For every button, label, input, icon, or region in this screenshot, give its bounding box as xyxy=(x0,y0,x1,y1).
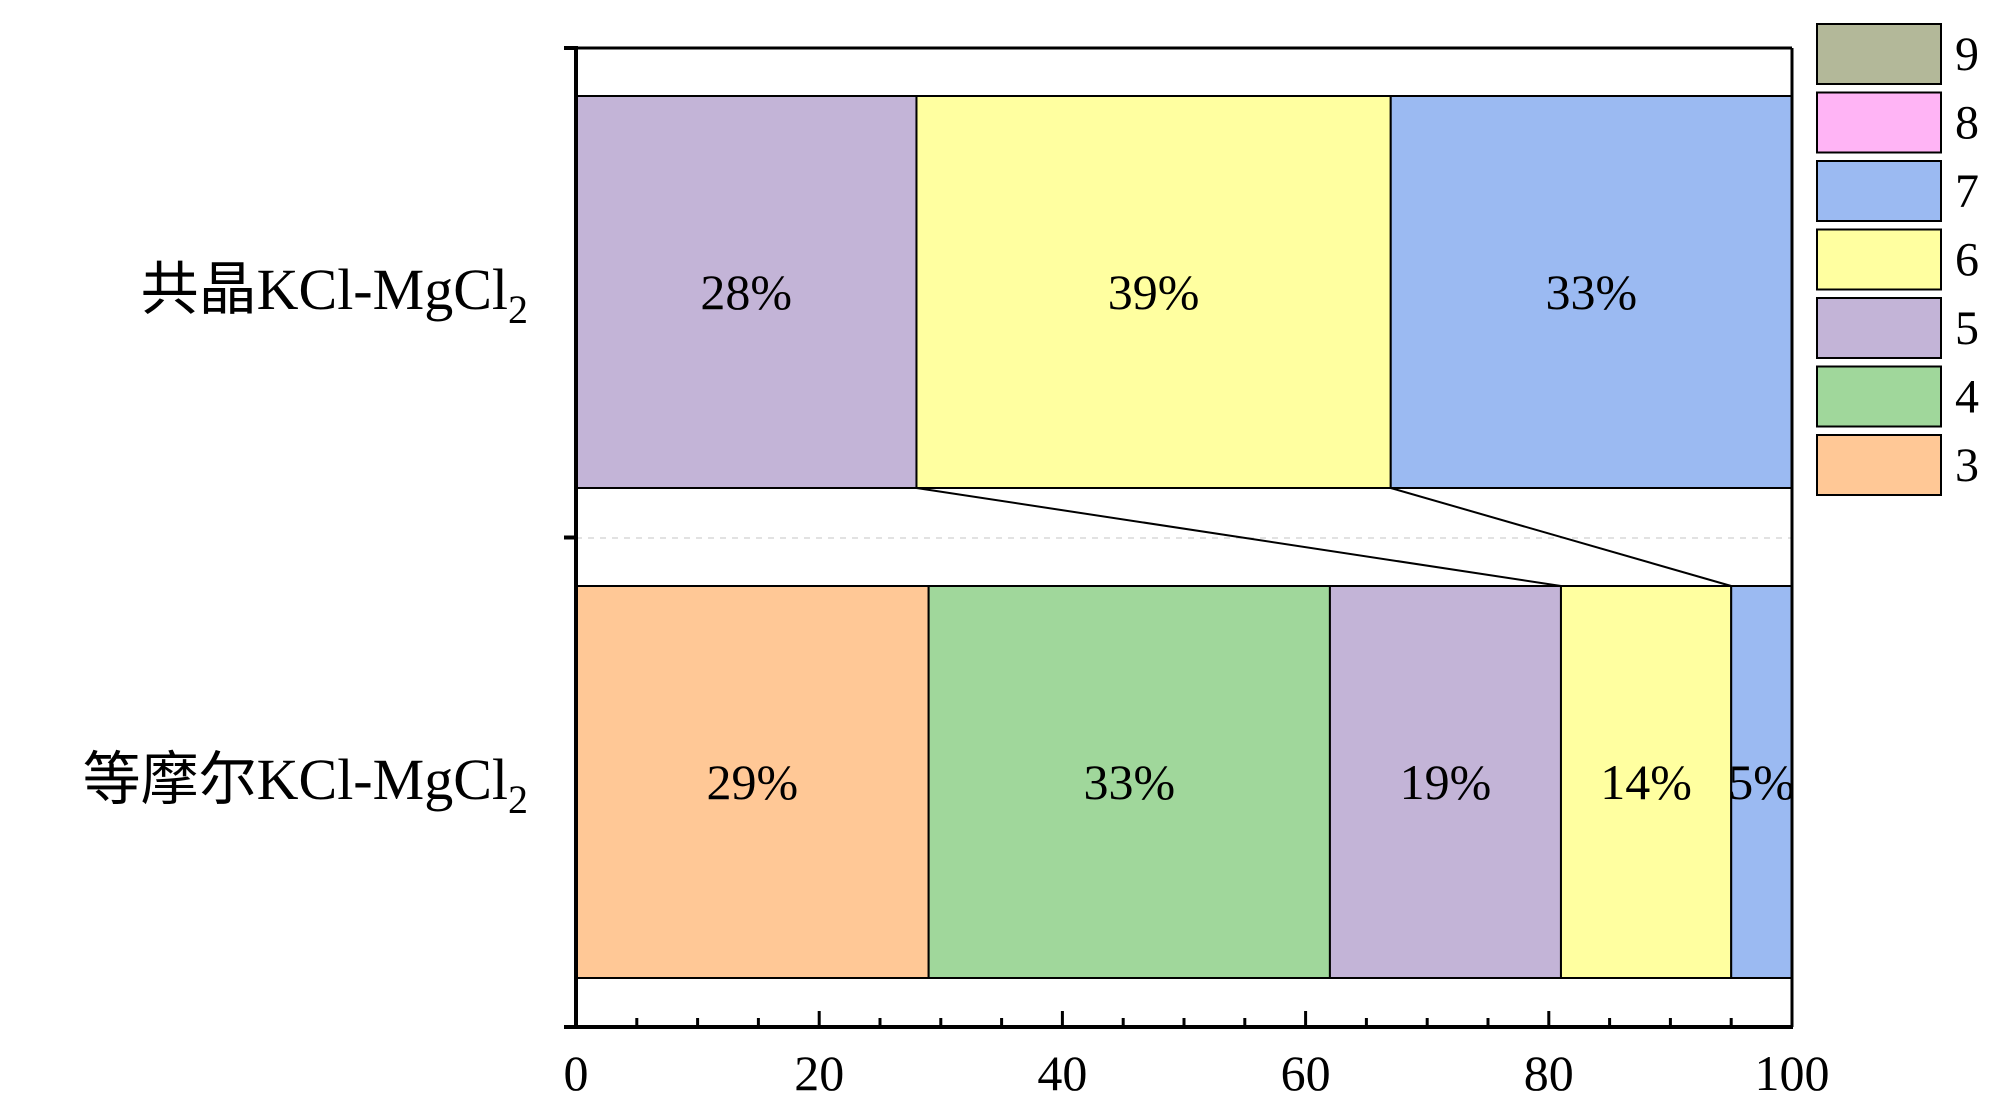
connector-lines xyxy=(916,487,1732,587)
x-tick-label: 100 xyxy=(1755,1045,1830,1101)
legend-label: 8 xyxy=(1955,97,1979,150)
legend-swatch xyxy=(1816,297,1942,359)
legend-item-8: 8 xyxy=(1816,91,1979,154)
legend-item-6: 6 xyxy=(1816,228,1979,291)
segment-value-label: 33% xyxy=(1546,264,1638,320)
legend-swatch xyxy=(1816,23,1942,85)
legend-item-9: 9 xyxy=(1816,23,1979,85)
category-labels: 共晶KCl-MgCl2 等摩尔KCl-MgCl2 xyxy=(83,257,528,822)
bar-segment-2-series-4 xyxy=(927,585,1331,979)
legend-swatch xyxy=(1816,365,1942,428)
category-label: 共晶KCl-MgCl2 xyxy=(141,257,528,332)
axes: 0 20 40 60 80 100 xyxy=(564,46,1830,1101)
legend-item-3: 3 xyxy=(1816,434,1979,496)
x-tick-label: 40 xyxy=(1037,1045,1087,1101)
legend: 9 8 7 6 5 4 3 xyxy=(1816,23,1979,496)
x-tick-label: 0 xyxy=(564,1045,589,1101)
legend-label: 6 xyxy=(1955,234,1979,287)
segment-value-label: 14% xyxy=(1600,754,1692,810)
bar-segment-2-series-3 xyxy=(575,585,930,979)
segment-value-label: 19% xyxy=(1400,754,1492,810)
segment-value-label: 28% xyxy=(700,264,792,320)
bar-segment-2-series-6 xyxy=(1559,585,1733,979)
segment-labels: 28% 39% 33% 29% 33% 19% 14% 5% xyxy=(700,264,1795,810)
bar-segment-2-series-5 xyxy=(1328,585,1562,979)
legend-label: 7 xyxy=(1955,165,1979,218)
legend-swatch xyxy=(1816,91,1942,154)
segment-value-label: 5% xyxy=(1728,754,1795,810)
legend-item-4: 4 xyxy=(1816,365,1979,428)
category-label: 等摩尔KCl-MgCl2 xyxy=(83,747,528,822)
segment-value-label: 29% xyxy=(706,754,798,810)
bar-segment-1-series-7 xyxy=(1389,95,1793,489)
legend-item-5: 5 xyxy=(1816,297,1979,359)
legend-label: 4 xyxy=(1955,371,1979,424)
legend-label: 5 xyxy=(1955,302,1979,355)
connector-line xyxy=(1390,487,1732,587)
x-tick-label: 60 xyxy=(1281,1045,1331,1101)
legend-swatch xyxy=(1816,228,1942,291)
x-tick-label: 80 xyxy=(1524,1045,1574,1101)
connector-line xyxy=(916,487,1562,587)
legend-swatch xyxy=(1816,434,1942,496)
bar-segment-1-series-5 xyxy=(575,95,918,489)
legend-item-7: 7 xyxy=(1816,160,1979,222)
segment-value-label: 33% xyxy=(1083,754,1175,810)
legend-label: 3 xyxy=(1955,439,1979,492)
x-tick-label: 20 xyxy=(794,1045,844,1101)
bars-layer xyxy=(575,48,1793,1027)
legend-label: 9 xyxy=(1955,28,1979,81)
bar-segment-2-series-7 xyxy=(1730,585,1793,979)
segment-value-label: 39% xyxy=(1108,264,1200,320)
legend-swatch xyxy=(1816,160,1942,222)
